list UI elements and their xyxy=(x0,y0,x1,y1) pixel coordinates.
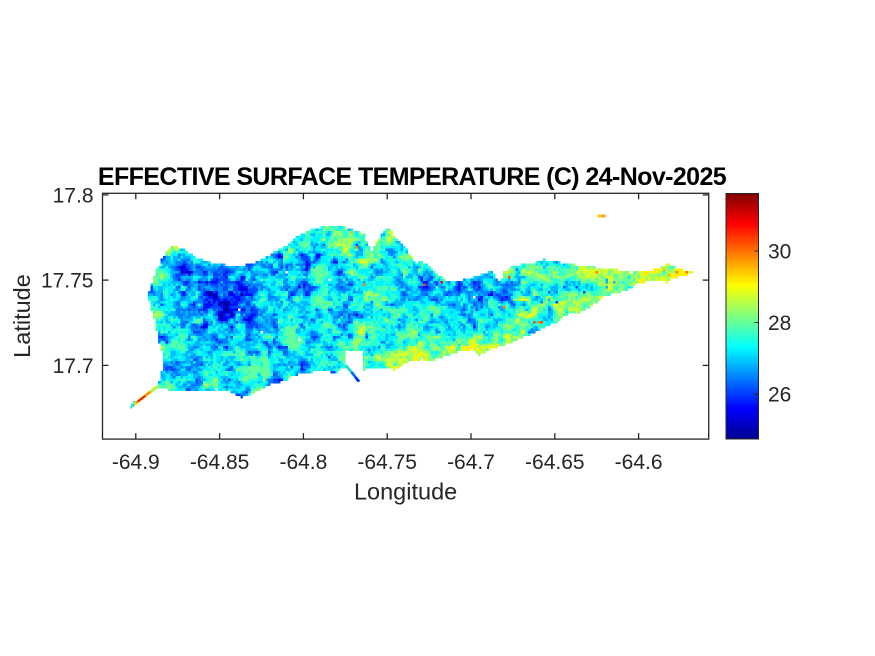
svg-text:-64.85: -64.85 xyxy=(190,451,250,474)
svg-text:26: 26 xyxy=(768,384,791,407)
svg-text:-64.8: -64.8 xyxy=(279,451,327,474)
svg-text:17.75: 17.75 xyxy=(41,270,94,293)
svg-text:-64.65: -64.65 xyxy=(525,451,585,474)
svg-text:-64.7: -64.7 xyxy=(447,451,495,474)
svg-text:17.8: 17.8 xyxy=(53,184,94,207)
svg-text:-64.75: -64.75 xyxy=(357,451,417,474)
svg-text:-64.9: -64.9 xyxy=(112,451,160,474)
svg-text:Latitude: Latitude xyxy=(9,274,35,358)
svg-text:-64.6: -64.6 xyxy=(615,451,663,474)
svg-text:17.7: 17.7 xyxy=(53,355,94,378)
svg-text:28: 28 xyxy=(768,312,791,335)
svg-text:Longitude: Longitude xyxy=(354,479,457,505)
svg-text:30: 30 xyxy=(768,241,791,264)
svg-text:EFFECTIVE SURFACE TEMPERATURE: EFFECTIVE SURFACE TEMPERATURE (C) 24-Nov… xyxy=(98,163,727,191)
